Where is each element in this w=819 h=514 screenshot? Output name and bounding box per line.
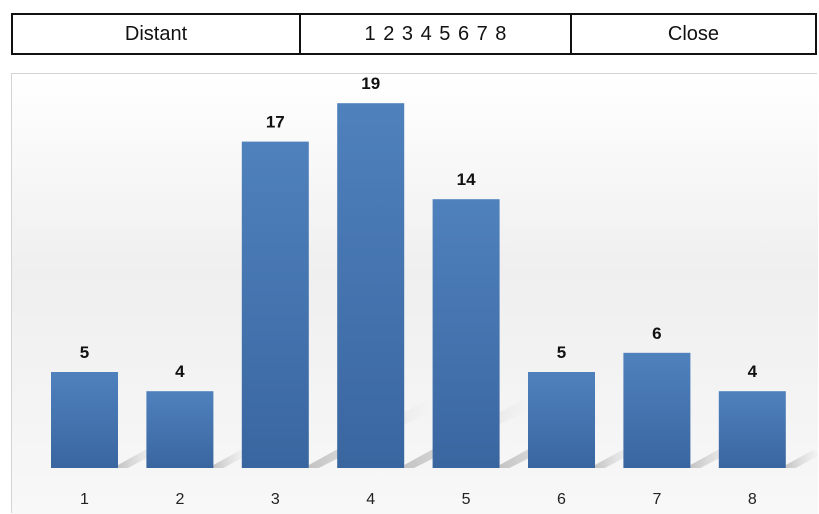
bar-5 [432,199,500,468]
bar-6 [528,372,595,468]
data-label-7: 6 [652,324,661,343]
data-label-3: 17 [266,113,285,132]
bar-3 [241,141,309,468]
x-tick-label-8: 8 [748,491,757,508]
x-tick-label-6: 6 [557,491,566,508]
bar-7 [623,352,691,468]
bar-2 [146,391,214,468]
scale-left-label: Distant [124,22,188,45]
data-labels: 5 4 17 19 14 5 6 4 [80,74,758,381]
x-axis-tick-labels: 1 2 3 4 5 6 7 8 [80,491,757,508]
x-tick-label-7: 7 [652,491,661,508]
data-label-2: 4 [175,362,185,381]
data-label-6: 5 [557,343,566,362]
x-tick-label-2: 2 [175,491,184,508]
data-label-5: 14 [457,170,476,189]
bar-shadow [213,450,249,468]
bar-shadow [785,450,818,468]
x-tick-label-5: 5 [462,491,471,508]
chart-background [12,74,818,514]
bar-4 [337,103,405,468]
scale-numbers: 1 2 3 4 5 6 7 8 [299,15,570,53]
data-label-4: 19 [361,74,380,93]
bar-1 [51,372,118,468]
x-tick-label-3: 3 [271,491,280,508]
x-tick-label-4: 4 [366,491,375,508]
data-label-1: 5 [80,343,89,362]
bar-8 [718,391,786,468]
bar-chart: 5 4 17 19 14 5 6 4 1 2 3 4 5 6 7 8 [12,74,818,514]
bar-series [51,103,786,468]
chart-frame: 5 4 17 19 14 5 6 4 1 2 3 4 5 6 7 8 [11,73,818,514]
scale-header-table: Distant 1 2 3 4 5 6 7 8 Close [11,13,817,55]
scale-right-label: Close [570,15,815,53]
data-label-8: 4 [748,362,758,381]
x-tick-label-1: 1 [80,491,89,508]
